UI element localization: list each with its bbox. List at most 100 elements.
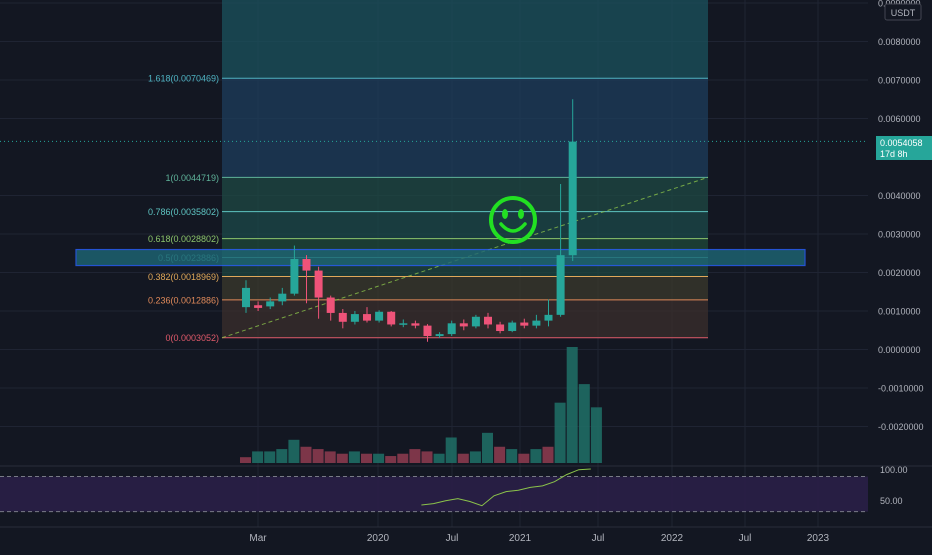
current-price-value: 0.0054058 — [880, 138, 923, 148]
candle-body — [314, 270, 323, 298]
volume-bar — [409, 449, 421, 463]
time-tick-label: Jul — [446, 533, 459, 544]
time-tick-label: 2021 — [509, 533, 532, 544]
volume-bar — [348, 451, 360, 463]
fib-band — [222, 299, 708, 338]
support-zone-box[interactable] — [75, 248, 806, 267]
volume-bar — [421, 451, 433, 463]
candle-body — [484, 316, 492, 325]
candle-body — [375, 311, 384, 321]
volume-bar — [324, 451, 336, 463]
fib-level-label: 0.786(0.0035802) — [148, 207, 219, 217]
time-tick-label: Mar — [249, 533, 267, 544]
fib-band — [222, 177, 708, 212]
volume-bar — [530, 449, 542, 463]
rsi-tick-label: 50.00 — [880, 496, 903, 506]
candle-body — [302, 259, 311, 271]
volume-bar — [566, 347, 578, 463]
candle-body — [508, 322, 517, 332]
candle-body — [447, 323, 456, 335]
price-tick-label: 0.0070000 — [878, 76, 921, 86]
time-tick-label: 2023 — [807, 533, 830, 544]
candle-body — [459, 323, 468, 327]
volume-bar — [397, 453, 409, 463]
candle-body — [254, 305, 263, 308]
candle-body — [387, 311, 396, 325]
candle-body — [471, 316, 480, 327]
bar-countdown: 17d 8h — [880, 149, 908, 159]
candle-body — [496, 324, 505, 332]
price-tick-label: 0.0030000 — [878, 230, 921, 240]
volume-bar — [312, 449, 324, 463]
fib-band — [222, 78, 708, 178]
volume-bar — [300, 446, 312, 463]
volume-bar — [518, 453, 530, 463]
fib-retracement[interactable]: 1.618(0.0070469) 1(0.0044719) 0.786(0.0035… — [0, 0, 868, 343]
candle-body — [350, 314, 359, 322]
time-axis[interactable]: Mar 2020 Jul 2021 Jul 2022 Jul 2023 — [0, 526, 932, 544]
candle-body — [532, 320, 541, 326]
fib-level-label: 1.618(0.0070469) — [148, 74, 219, 84]
smiley-icon — [489, 196, 537, 244]
volume-bar — [373, 453, 385, 463]
candle-body — [556, 255, 565, 315]
current-price-label: 0.0054058 17d 8h — [876, 136, 932, 160]
volume-bar — [482, 432, 493, 463]
volume-bar — [590, 407, 602, 463]
volume-bar — [494, 446, 506, 463]
candle-body — [266, 301, 275, 307]
volume-bar — [542, 446, 554, 463]
fib-band-top — [222, 0, 708, 79]
candle-body — [363, 314, 371, 321]
price-tick-label: 0.0060000 — [878, 114, 921, 124]
volume-bar — [252, 451, 264, 463]
volume-bar — [578, 384, 590, 463]
price-tick-label: 0.0080000 — [878, 37, 921, 47]
rsi-band — [0, 476, 868, 512]
currency-badge[interactable]: USDT — [884, 3, 922, 21]
rsi-tick-label: 100.00 — [880, 465, 908, 475]
fib-band — [222, 276, 708, 300]
fib-level-label: 1(0.0044719) — [165, 173, 219, 183]
candle-body — [338, 312, 347, 322]
volume-bar — [506, 449, 518, 463]
volume-bar — [469, 451, 481, 463]
volume-bar — [445, 437, 457, 463]
candle-body — [544, 314, 553, 321]
candle-body — [411, 323, 420, 326]
candle-body — [278, 293, 287, 302]
candle-body — [568, 141, 577, 256]
fib-level-label: 0.236(0.0012886) — [148, 295, 219, 305]
volume-bar — [264, 451, 276, 463]
rsi-panel: 100.00 50.00 — [0, 465, 932, 513]
time-tick-label: 2022 — [661, 533, 684, 544]
candle-body — [435, 334, 444, 337]
volume-bar — [240, 457, 251, 463]
time-tick-label: Jul — [592, 533, 605, 544]
price-tick-label: 0.0040000 — [878, 191, 921, 201]
volume-bar — [276, 449, 288, 463]
time-tick-label: 2020 — [367, 533, 390, 544]
candle-body — [520, 322, 529, 326]
candle-body — [399, 323, 408, 325]
rsi-line — [421, 468, 591, 507]
volume-bar — [385, 456, 397, 463]
candle-body — [290, 259, 299, 294]
fib-level-label: 0.382(0.0018969) — [148, 272, 219, 282]
price-tick-label: 0.0020000 — [878, 268, 921, 278]
volume-bar — [361, 453, 372, 463]
fib-band — [222, 211, 708, 239]
time-tick-label: Jul — [739, 533, 752, 544]
price-tick-label: -0.0010000 — [878, 384, 924, 394]
price-tick-label: 0.0000000 — [878, 345, 921, 355]
currency-label: USDT — [891, 8, 916, 18]
price-tick-label: 0.0010000 — [878, 307, 921, 317]
price-axis[interactable]: 0.00900000.00800000.00700000.00600000.00… — [878, 0, 924, 432]
volume-bar — [433, 453, 445, 463]
candle-body — [423, 325, 432, 337]
fib-level-label: 0(0.0003052) — [165, 333, 219, 343]
volume-bar — [288, 439, 300, 463]
volume-bar — [457, 453, 469, 463]
